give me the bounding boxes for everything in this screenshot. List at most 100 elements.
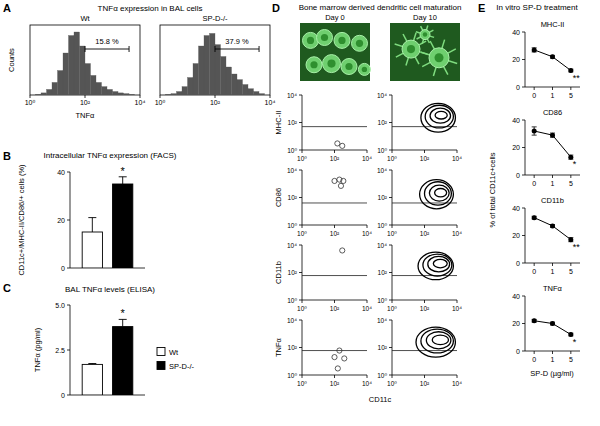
x-axis-label: CD11c <box>369 395 392 404</box>
contour-level <box>430 108 450 123</box>
x-tick-label: 1 <box>551 92 555 99</box>
plot-marks <box>302 248 367 276</box>
nucleus <box>310 61 317 68</box>
data-point <box>532 129 537 134</box>
panel-title: In vitro SP-D treatment <box>496 3 578 12</box>
x-tick <box>270 95 271 98</box>
x-tick <box>392 375 393 378</box>
y-tick-label: 10⁴ <box>377 167 387 174</box>
panel-letter: D <box>272 2 280 14</box>
x-tick <box>534 87 535 90</box>
contour-level <box>420 180 454 209</box>
y-tick-label: 0 <box>61 265 65 272</box>
histogram-bar <box>248 89 253 95</box>
cell <box>303 32 319 48</box>
y-tick <box>389 272 392 273</box>
contour-level <box>416 327 455 357</box>
x-tick <box>392 225 393 228</box>
x-axis <box>70 268 145 269</box>
x-tick-label: 10² <box>80 99 91 106</box>
data-point <box>550 133 555 138</box>
panel-bar: 02.55.0*WtSP-D-/-BAL TNFα levels (ELISA)… <box>3 282 195 399</box>
y-tick <box>522 87 525 88</box>
y-tick <box>299 197 302 198</box>
panel-letter: B <box>3 150 11 162</box>
y-axis-label: TNFα <box>274 337 283 357</box>
plot-marks <box>302 177 367 203</box>
y-tick <box>389 122 392 123</box>
plot-marks <box>532 318 574 337</box>
y-tick-label: 10⁰ <box>287 147 297 154</box>
x-tick-label: 10⁰ <box>297 305 307 312</box>
event-point <box>342 356 347 361</box>
x-tick <box>570 263 571 266</box>
error-bar <box>532 48 537 52</box>
histogram-bar <box>204 36 210 96</box>
y-tick <box>389 197 392 198</box>
x-tick <box>424 300 425 303</box>
y-tick <box>67 350 70 351</box>
nucleus <box>423 32 428 37</box>
x-tick <box>367 300 368 303</box>
x-tick <box>215 95 216 98</box>
x-tick-label: 1 <box>551 180 555 187</box>
y-tick <box>389 150 392 151</box>
legend-label: SP-D-/- <box>169 362 195 371</box>
x-tick <box>302 150 303 153</box>
event-point <box>332 178 337 183</box>
gate-line <box>302 202 367 203</box>
plot-marks <box>392 103 457 132</box>
histogram-bar <box>160 95 166 96</box>
x-tick <box>570 175 571 178</box>
x-tick-label: 10⁴ <box>265 99 276 106</box>
y-tick <box>67 220 70 221</box>
panel-title: Bone marrow derived dendritic cell matur… <box>299 3 462 12</box>
y-tick <box>299 272 302 273</box>
cell <box>358 63 370 75</box>
x-tick <box>457 225 458 228</box>
y-tick-label: 10⁴ <box>377 242 387 249</box>
y-tick <box>522 32 525 33</box>
contour-level <box>421 329 454 353</box>
subtitle: CD11b <box>541 196 564 205</box>
bar <box>113 184 133 268</box>
y-tick-label: 10² <box>378 344 388 351</box>
x-tick <box>334 150 335 153</box>
x-tick <box>570 351 571 354</box>
panel-contour: 10⁰10²10⁴10⁰10²10⁴Day 10 <box>377 13 462 162</box>
micrograph-bg <box>390 23 460 81</box>
histogram-bar <box>231 74 237 95</box>
x-tick <box>160 95 161 98</box>
y-tick-label: 0 <box>61 392 65 399</box>
panel-line: 02040015**CD11b <box>512 196 580 275</box>
nucleus <box>327 60 335 68</box>
gate-line <box>215 46 259 52</box>
x-tick-label: 10⁴ <box>362 380 372 387</box>
contour-level <box>435 189 447 197</box>
x-tick-label: 1 <box>551 268 555 275</box>
y-tick <box>389 245 392 246</box>
x-tick-label: 10² <box>420 305 430 312</box>
plot-marks <box>532 127 574 160</box>
y-tick <box>299 170 302 171</box>
subtitle: CD86 <box>543 108 562 117</box>
y-tick-label: 10⁰ <box>377 297 387 304</box>
nucleus <box>356 40 363 47</box>
panel-contour: 10⁰10²10⁴10⁰10²10⁴ <box>377 317 462 388</box>
y-tick <box>299 150 302 151</box>
y-tick-label: 20 <box>512 144 520 151</box>
panel-contour: 10⁰10²10⁴10⁰10²10⁴ <box>377 167 462 238</box>
subtitle: Wt <box>80 14 90 23</box>
x-tick <box>302 300 303 303</box>
series-line <box>534 218 571 240</box>
y-tick <box>299 320 302 321</box>
histogram-bar <box>63 53 68 95</box>
y-tick <box>389 225 392 226</box>
significance: * <box>121 165 126 177</box>
nucleus <box>435 53 444 62</box>
y-tick <box>389 170 392 171</box>
gate-percent: 37.9 % <box>225 37 249 46</box>
x-tick-label: 10⁰ <box>297 155 307 162</box>
y-tick <box>67 305 70 306</box>
x-tick-label: 10⁰ <box>155 99 166 106</box>
